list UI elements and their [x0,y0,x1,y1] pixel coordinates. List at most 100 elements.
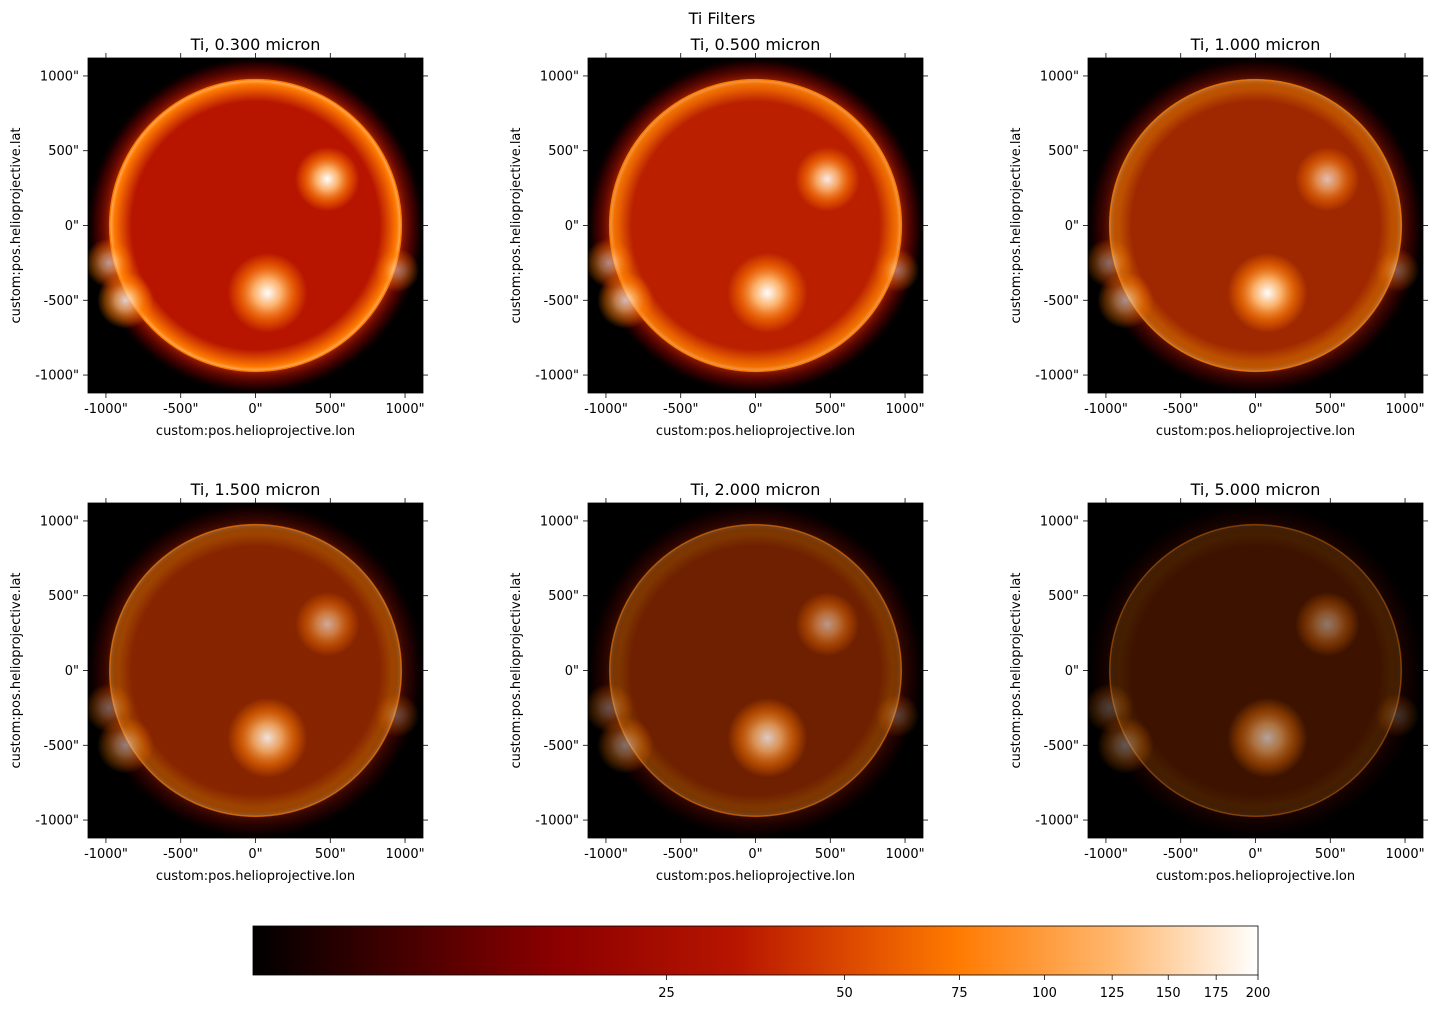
solar-image [88,503,423,838]
active-region-4 [1088,238,1134,288]
solar-image [1088,503,1423,838]
x-tick-label: 0" [1248,847,1262,862]
panel-title: Ti, 0.300 micron [190,35,321,54]
solar-limb [608,78,903,373]
active-region-5 [375,693,420,738]
active-region-1 [727,697,808,778]
x-tick-label: -500" [163,402,198,417]
y-tick-label: 0" [1065,219,1079,234]
y-tick-label: 0" [1065,664,1079,679]
solar-image [88,58,423,393]
y-tick-label: 0" [65,664,79,679]
x-tick-label: -1000" [84,847,128,862]
colorbar-tick-label: 25 [658,986,675,1001]
active-region-1 [1227,697,1308,778]
panel-6: Ti, 5.000 micron -1000" -500" 0" 500" 1000" 10… [1009,480,1428,884]
x-tick-label: 1000" [1386,847,1425,862]
solar-limb [108,523,403,818]
colorbar: 25 50 75 100 125 150 175 200 [252,925,1271,1001]
y-tick-label: -1000" [35,369,79,384]
solar-limb [608,523,903,818]
y-tick-label: -500" [1044,294,1079,309]
y-axis-label: custom:pos.helioprojective.lat [509,127,524,323]
x-tick-label: -1000" [584,402,628,417]
active-region-2 [1295,591,1360,657]
active-region-5 [375,248,420,293]
colorbar-tick-label: 175 [1204,986,1229,1001]
colorbar-gradient [253,926,1258,975]
y-tick-label: -500" [44,294,79,309]
x-tick-label: 1000" [386,847,425,862]
y-tick-label: -500" [544,294,579,309]
x-tick-label: -1000" [1084,402,1128,417]
x-tick-label: 500" [1315,402,1346,417]
panel-3: Ti, 1.000 micron -1000" -500" 0" 500" 1000" 10… [1009,35,1428,439]
colorbar-frame [252,925,1259,976]
y-tick-label: 1000" [1040,69,1079,84]
y-tick-label: -1000" [535,369,579,384]
active-region-1 [1227,252,1308,333]
x-tick-label: 1000" [1386,402,1425,417]
x-tick-label: -500" [663,847,698,862]
colorbar-tick-label: 150 [1156,986,1181,1001]
active-region-1 [227,252,308,333]
solar-limb [1108,523,1403,818]
y-tick-label: 500" [1048,144,1079,159]
panel-title: Ti, 0.500 micron [690,35,821,54]
active-region-2 [295,591,360,657]
active-region-1 [227,697,308,778]
colorbar-tick-label: 50 [836,986,853,1001]
x-tick-label: 0" [248,402,262,417]
y-tick-label: 500" [48,589,79,604]
y-tick-label: 0" [565,219,579,234]
active-region-1 [727,252,808,333]
panel-title: Ti, 1.000 micron [1190,35,1321,54]
x-tick-label: 1000" [886,402,925,417]
x-tick-label: 500" [315,402,346,417]
y-tick-label: -500" [1044,739,1079,754]
x-axis-label: custom:pos.helioprojective.lon [1156,424,1355,439]
y-tick-label: 500" [548,144,579,159]
x-axis-label: custom:pos.helioprojective.lon [156,424,355,439]
x-tick-label: -500" [663,402,698,417]
panel-2: Ti, 0.500 micron -1000" -500" 0" 500" 1000" 10… [509,35,928,439]
solar-image [588,58,923,393]
solar-image [1088,58,1423,393]
x-tick-label: -500" [1163,402,1198,417]
x-axis-label: custom:pos.helioprojective.lon [656,424,855,439]
active-region-2 [795,591,860,657]
active-region-4 [588,683,634,733]
colorbar-tick-label: 200 [1246,986,1271,1001]
x-axis-label: custom:pos.helioprojective.lon [656,869,855,884]
x-tick-label: 0" [748,402,762,417]
y-tick-label: -1000" [535,814,579,829]
active-region-2 [295,146,360,212]
x-tick-label: -1000" [84,402,128,417]
x-tick-label: 0" [1248,402,1262,417]
y-tick-label: 1000" [540,514,579,529]
colorbar-tick-label: 100 [1032,986,1057,1001]
y-tick-label: -500" [544,739,579,754]
x-tick-label: 500" [815,847,846,862]
active-region-5 [875,693,920,738]
y-axis-label: custom:pos.helioprojective.lat [1009,572,1024,768]
active-region-2 [1295,146,1360,212]
y-tick-label: 0" [65,219,79,234]
x-tick-label: 500" [1315,847,1346,862]
panel-grid: Ti, 0.300 micron -1000" -500" 0" 500" 1000" 10… [9,35,1428,884]
y-tick-label: 1000" [540,69,579,84]
y-tick-label: 500" [48,144,79,159]
y-tick-label: 0" [565,664,579,679]
colorbar-tick-label: 125 [1100,986,1125,1001]
x-tick-label: 1000" [886,847,925,862]
active-region-4 [88,238,134,288]
colorbar-tick-label: 75 [951,986,968,1001]
y-tick-label: -1000" [35,814,79,829]
x-tick-label: 0" [248,847,262,862]
x-tick-label: -500" [163,847,198,862]
x-tick-label: 500" [815,402,846,417]
x-tick-label: 500" [315,847,346,862]
active-region-5 [1375,693,1420,738]
y-axis-label: custom:pos.helioprojective.lat [9,572,24,768]
